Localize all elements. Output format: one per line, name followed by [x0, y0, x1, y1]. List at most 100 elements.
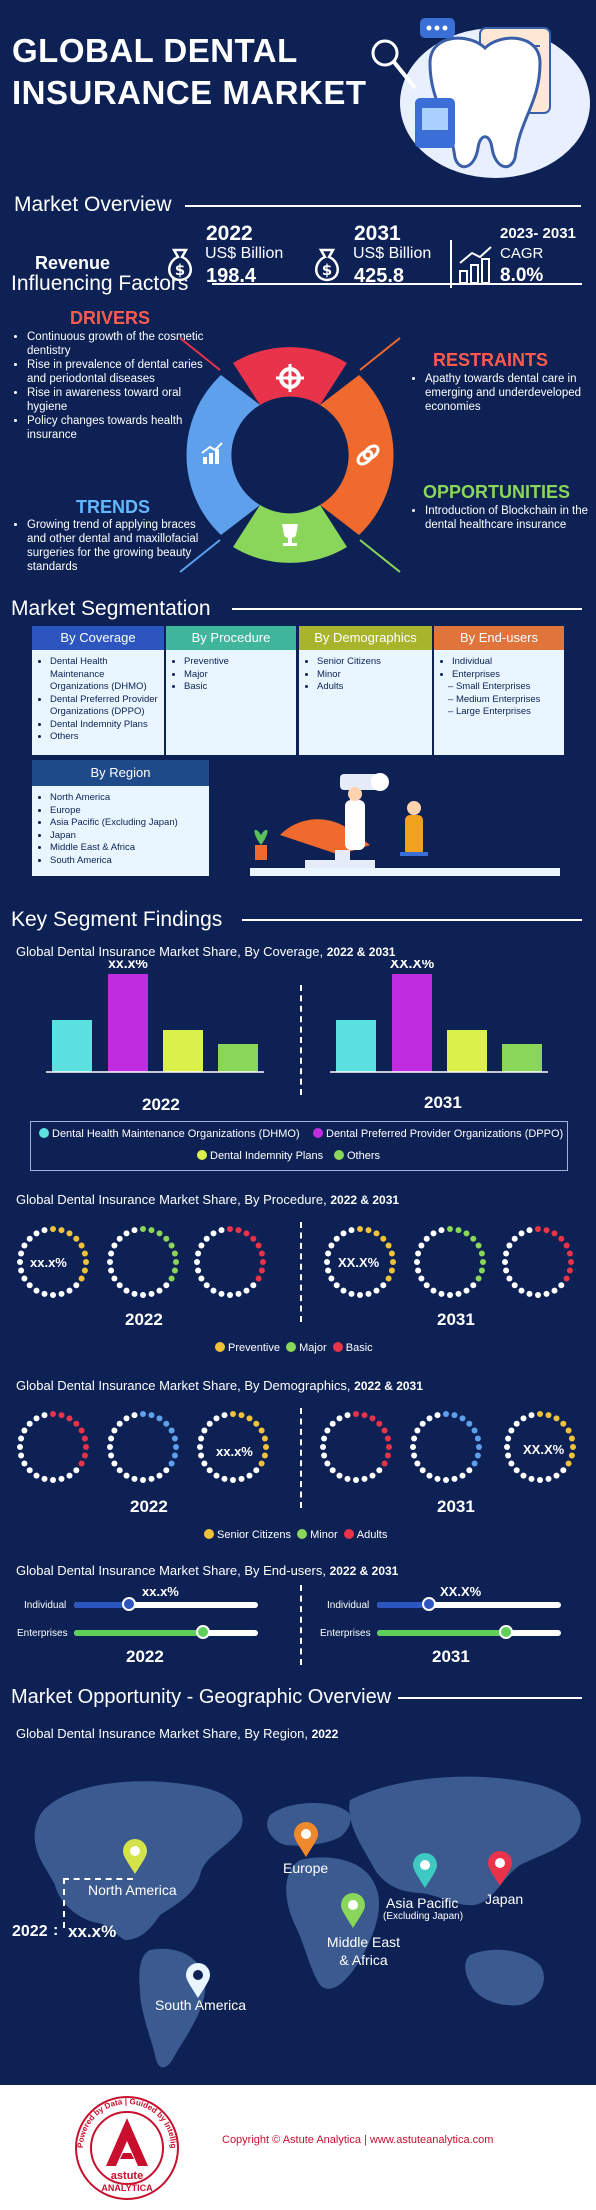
ring-dot [260, 1259, 266, 1265]
ring-dot [33, 1415, 40, 1422]
map-pin-icon [294, 1822, 318, 1857]
ring-dot [511, 1282, 518, 1289]
ring-dot [201, 1460, 208, 1467]
endusers-label-2031: XX.X% [440, 1584, 482, 1599]
ring-dot [123, 1415, 130, 1422]
ring-dot [123, 1287, 130, 1294]
footer-copyright[interactable]: Copyright © Astute Analytica | www.astut… [222, 2134, 494, 2146]
coverage-data-label: xx.x% [108, 960, 148, 971]
ring-dot [78, 1427, 85, 1434]
ring-dot [171, 1267, 178, 1274]
ring-dot [411, 1435, 418, 1442]
ring-dot [414, 1460, 421, 1467]
ring-dot [414, 1259, 420, 1265]
ring-dot [41, 1475, 48, 1482]
endusers-chart-title: Global Dental Insurance Market Share, By… [16, 1563, 399, 1578]
ring-dot [381, 1427, 388, 1434]
ring-dot [210, 1230, 217, 1237]
ring-dot [386, 1444, 392, 1450]
ring-dot [463, 1287, 470, 1294]
ring-dot [365, 1227, 372, 1234]
ring-dot [447, 1292, 453, 1298]
endusers-individual-label-a: Individual [24, 1600, 67, 1611]
trend-item: Growing trend of applying braces and oth… [27, 518, 212, 574]
demographics-divider [300, 1408, 302, 1508]
ring-dot [163, 1467, 170, 1474]
ring-dot [258, 1427, 265, 1434]
procedure-year-2022: 2022 [125, 1310, 163, 1329]
endusers-individual-track-b [377, 1602, 561, 1608]
ring-dot [459, 1415, 466, 1422]
ring-dot [385, 1242, 392, 1249]
ring-dot [565, 1460, 572, 1467]
coverage-bar [218, 1044, 258, 1072]
ring-dot [551, 1230, 558, 1237]
ring-dot [333, 1235, 340, 1242]
ring-dot [116, 1420, 123, 1427]
svg-text:astute: astute [111, 2170, 143, 2182]
ring-dot [508, 1427, 515, 1434]
procedure-legend: Preventive Major Basic [215, 1342, 373, 1354]
ring-dot [218, 1290, 225, 1297]
overview-rule [185, 205, 581, 207]
ring-dot [563, 1242, 570, 1249]
geo-subtitle: Global Dental Insurance Market Share, By… [16, 1726, 339, 1741]
seg-procedure-head: By Procedure [166, 626, 296, 650]
map-pin-icon [341, 1893, 365, 1928]
rev-2022-unit: US$ Billion [205, 245, 284, 262]
ring-dot [156, 1230, 163, 1237]
map-pin-icon [186, 1963, 210, 1998]
ring-dot [235, 1290, 242, 1297]
geo-title: Market Opportunity - Geographic Overview [11, 1686, 392, 1708]
ring-dot [250, 1235, 257, 1242]
ring-dot [168, 1427, 175, 1434]
endusers-enterprises-fill-a [74, 1630, 204, 1636]
cagr-period: 2023- 2031 [500, 225, 576, 242]
endusers-individual-knob-a [122, 1597, 136, 1611]
ring-dot [81, 1435, 88, 1442]
ring-dot [438, 1227, 445, 1234]
ring-dot [419, 1420, 426, 1427]
ring-dot [325, 1250, 332, 1257]
ring-dot [156, 1472, 163, 1479]
ring-dot [201, 1427, 208, 1434]
ring-dot [198, 1452, 205, 1459]
ring-dot [123, 1472, 130, 1479]
geo-rule [398, 1697, 582, 1699]
ring-dot [197, 1444, 203, 1450]
ring-dot [17, 1259, 23, 1265]
ring-dot [563, 1275, 570, 1282]
ring-dot [58, 1290, 65, 1297]
ring-dot [443, 1477, 449, 1483]
svg-text:$: $ [322, 261, 332, 279]
coverage-bar [502, 1044, 542, 1072]
ring-dot [430, 1287, 437, 1294]
ring-dot [471, 1427, 478, 1434]
ring-dot [66, 1415, 73, 1422]
ring-dot [526, 1227, 533, 1234]
coverage-bar [52, 1020, 92, 1072]
rev-2031-value: 425.8 [354, 265, 405, 287]
ring-dot [81, 1267, 88, 1274]
ring-dot [263, 1444, 269, 1450]
opportunities-title: OPPORTUNITIES [423, 482, 571, 502]
seg-region-box: North America Europe Asia Pacific (Exclu… [32, 786, 209, 876]
ring-dot [50, 1292, 56, 1298]
ring-dot [258, 1267, 265, 1274]
coverage-divider [300, 985, 302, 1095]
ring-dot [470, 1282, 477, 1289]
ring-dot [511, 1235, 518, 1242]
coverage-bar [447, 1030, 487, 1072]
ring-dot [543, 1227, 550, 1234]
tooth-illustration [371, 18, 590, 178]
demographics-year-2031: 2031 [437, 1497, 475, 1516]
ring-dot [340, 1230, 347, 1237]
ring-dot [380, 1235, 387, 1242]
ring-dot [156, 1415, 163, 1422]
ring-dot [434, 1475, 441, 1482]
endusers-enterprises-knob-b [499, 1625, 513, 1639]
ring-dot [171, 1452, 178, 1459]
ring-dot [504, 1444, 510, 1450]
ring-dot [451, 1475, 458, 1482]
ring-dot [535, 1292, 541, 1298]
